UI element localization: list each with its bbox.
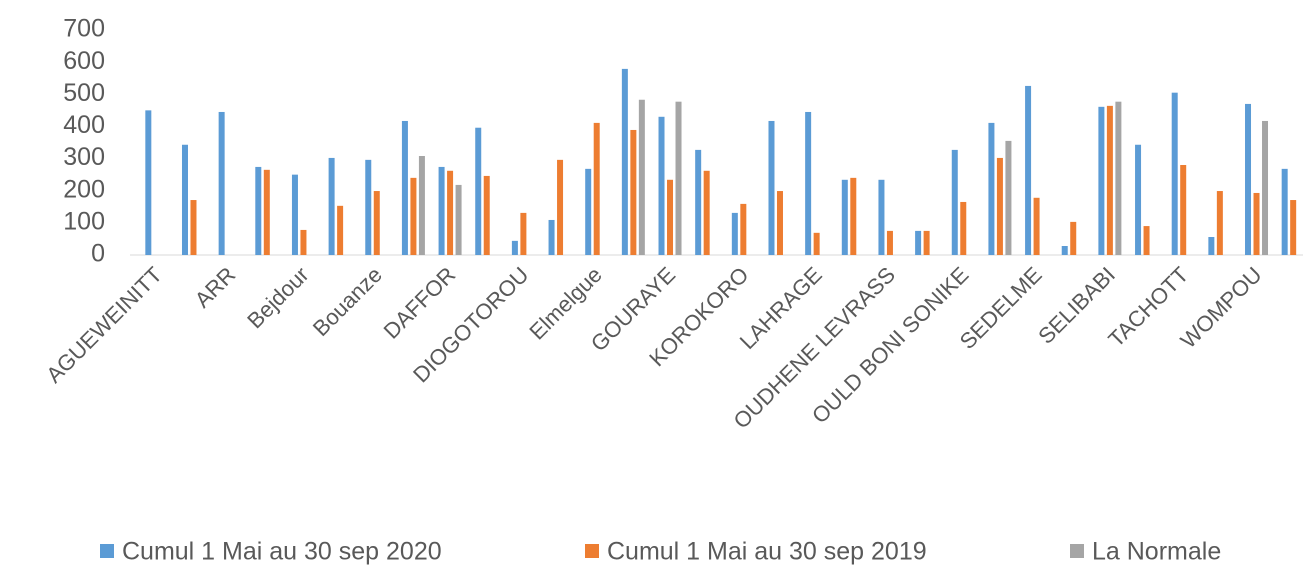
bar	[731, 212, 738, 255]
bar	[841, 179, 848, 255]
bar	[585, 168, 592, 255]
bar	[181, 144, 188, 255]
bar	[878, 179, 885, 255]
bar	[740, 203, 747, 255]
bar	[1262, 120, 1269, 255]
y-tick-label: 400	[63, 111, 105, 139]
y-tick-label: 100	[63, 207, 105, 235]
bar	[703, 170, 710, 255]
bar	[658, 116, 665, 256]
bar	[1290, 200, 1297, 255]
bar	[850, 177, 857, 255]
bar	[455, 184, 462, 255]
bar	[1098, 106, 1105, 255]
bar	[813, 232, 820, 255]
bar	[915, 230, 922, 255]
x-tick-label: Bouanze	[308, 262, 387, 341]
bar	[1135, 144, 1142, 255]
bar	[630, 129, 637, 255]
bar	[960, 201, 967, 255]
bar	[1115, 101, 1122, 255]
bar	[1005, 140, 1012, 255]
legend-label: La Normale	[1092, 538, 1221, 566]
bar	[1143, 226, 1150, 255]
bar	[328, 157, 335, 255]
bar	[190, 200, 197, 255]
bar	[638, 99, 645, 255]
bar	[923, 230, 930, 255]
bar	[255, 166, 262, 255]
bar	[1245, 103, 1252, 255]
bar	[996, 157, 1003, 255]
bar	[263, 169, 270, 255]
x-tick-label: ARR	[190, 262, 241, 313]
bar	[886, 230, 893, 255]
bar	[520, 212, 527, 255]
bar	[337, 205, 344, 255]
bar	[1281, 168, 1288, 255]
bar	[951, 149, 958, 255]
bar	[557, 159, 564, 255]
bar	[365, 159, 372, 255]
bar	[593, 122, 600, 256]
bar	[548, 219, 555, 255]
bar	[776, 191, 783, 255]
bar	[511, 240, 518, 255]
bar	[1106, 105, 1113, 255]
bar	[768, 120, 775, 255]
bar	[675, 101, 682, 255]
bar	[1025, 85, 1032, 255]
legend-swatch	[585, 544, 599, 558]
bar	[483, 175, 490, 255]
bar	[218, 111, 225, 255]
bar	[410, 177, 417, 255]
x-tick-label: Bejdour	[242, 262, 313, 333]
legend-swatch	[1070, 544, 1084, 558]
bar	[475, 127, 482, 255]
bar	[291, 174, 298, 255]
y-tick-label: 300	[63, 143, 105, 171]
bar	[1208, 237, 1215, 255]
bar	[621, 68, 628, 256]
bar	[300, 229, 307, 255]
bar	[988, 122, 995, 256]
y-tick-label: 200	[63, 175, 105, 203]
legend-label: Cumul 1 Mai au 30 sep 2020	[122, 538, 442, 566]
bar	[667, 179, 674, 255]
y-tick-label: 0	[91, 240, 105, 268]
bar	[418, 156, 425, 255]
bar	[1033, 197, 1040, 255]
x-tick-label: AGUEWEINITT	[41, 262, 167, 388]
bar	[1070, 221, 1077, 255]
bar	[1171, 92, 1178, 255]
bar	[695, 149, 702, 255]
y-tick-label: 700	[63, 15, 105, 43]
bar	[1253, 192, 1260, 255]
bar	[1180, 165, 1187, 255]
y-tick-label: 600	[63, 47, 105, 75]
legend-swatch	[100, 544, 114, 558]
bar	[145, 110, 152, 255]
bar	[1216, 191, 1223, 255]
y-tick-label: 500	[63, 79, 105, 107]
bar	[1061, 246, 1068, 255]
bar	[438, 166, 445, 255]
bar	[805, 111, 812, 255]
bar	[373, 191, 380, 255]
bar	[401, 120, 408, 255]
legend-label: Cumul 1 Mai au 30 sep 2019	[607, 538, 927, 566]
bar	[447, 170, 454, 255]
